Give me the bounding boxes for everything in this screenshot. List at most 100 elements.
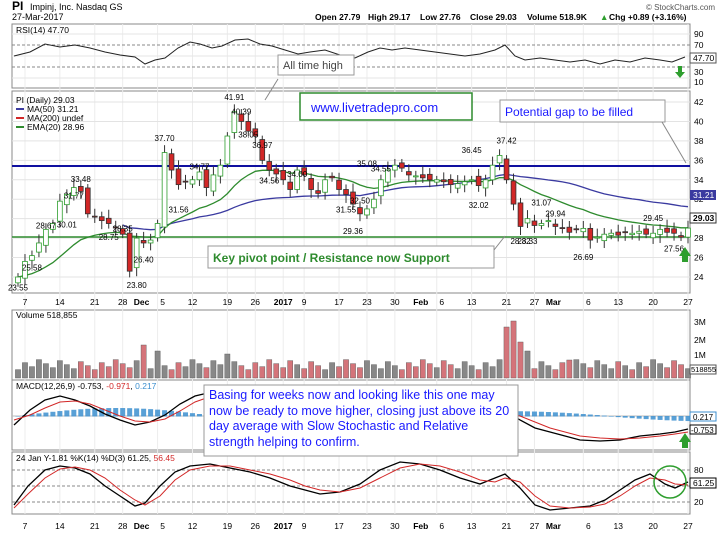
candle-body (133, 237, 140, 269)
volume-bar (538, 361, 545, 379)
macd-hist-bar (601, 415, 607, 417)
candle-body (636, 230, 642, 234)
ma50-value: 31.21 (693, 190, 715, 200)
candle-body (489, 164, 496, 181)
macd-value-box (689, 424, 717, 435)
x-tick-label: 2017 (274, 297, 293, 307)
price-annotation: 29.36 (343, 227, 364, 236)
price-annotation: 28.32 (510, 237, 531, 246)
volume-bar (496, 359, 503, 379)
stoch-k-line (13, 461, 689, 511)
volume-bar (517, 341, 524, 379)
close-value: Close 29.03 (470, 12, 517, 22)
volume-bar (252, 362, 259, 379)
x-tick-label: Mar (546, 297, 562, 307)
candle-body (406, 171, 412, 176)
macd-hist-bar (127, 408, 133, 417)
volume-bar (601, 364, 608, 379)
x-tick-label: 17 (334, 521, 344, 531)
price-annotation: 36.45 (462, 146, 483, 155)
volume-bar (50, 367, 56, 379)
gap-callout (499, 99, 666, 123)
volume-bar (168, 369, 175, 379)
candle-body (510, 180, 517, 205)
candle-body (154, 223, 161, 239)
volume-bar (91, 369, 98, 379)
x-tick-label: 5 (160, 521, 165, 531)
price-annotation: 37.70 (155, 134, 176, 143)
macd-hist-bar (169, 410, 175, 417)
volume-bar (266, 359, 273, 379)
macd-hist-bar (629, 416, 635, 419)
x-tick-label: 9 (302, 521, 307, 531)
site-box (299, 92, 473, 121)
candle-body (98, 216, 105, 222)
candle-body (559, 227, 566, 230)
macd-hist-bar (113, 408, 119, 417)
low-value: Low 27.76 (420, 12, 461, 22)
candle-body (224, 135, 231, 165)
price-annotation: 32.50 (350, 196, 371, 205)
volume-bar (322, 369, 328, 379)
volume-bar (580, 363, 587, 379)
candle-body (566, 226, 573, 233)
candle-body (517, 202, 524, 227)
candle-body (57, 200, 63, 222)
candle-body (140, 240, 147, 244)
volume-tick: 3M (694, 317, 706, 327)
volume-bar (329, 362, 335, 379)
price-tick: 24 (694, 272, 704, 282)
x-tick-label: Dec (134, 521, 150, 531)
price-annotation: 36.97 (252, 141, 273, 150)
macd-hist-bar (22, 415, 28, 417)
macd-hist-bar (106, 408, 112, 417)
macd-hist-bar (141, 408, 147, 417)
volume-bar (301, 368, 307, 379)
macd-hist-bar (559, 412, 565, 417)
candle-body (545, 220, 552, 223)
x-tick-label: 21 (90, 297, 100, 307)
volume-bar (573, 359, 580, 379)
candle-body (440, 179, 447, 183)
price-annotation: 26.40 (134, 256, 155, 265)
macd-hist-bar (134, 408, 140, 417)
volume-bar (622, 365, 628, 379)
candle-body (189, 179, 196, 185)
macd-hist-bar (183, 412, 188, 417)
macd-hist-bar (196, 413, 202, 417)
volume-bar (643, 366, 649, 379)
candle-body (168, 153, 175, 171)
candle-body (266, 161, 273, 171)
candle-body (231, 111, 238, 133)
x-tick-label: 7 (23, 297, 28, 307)
x-tick-label: 6 (586, 521, 591, 531)
stoch-tick: 80 (694, 465, 704, 475)
macd-hist-bar (580, 414, 586, 417)
price-legend-title: PI (Daily) 29.03 (16, 95, 75, 105)
ma50-value-box (690, 190, 716, 200)
volume-bar (238, 365, 245, 379)
candle-body (147, 239, 154, 244)
candle-body (433, 179, 440, 183)
stoch-value: 61.25 (693, 478, 715, 488)
price-arrow-icon (679, 247, 691, 262)
volume-bar (196, 363, 203, 379)
candle-body (22, 261, 28, 279)
stoch-highlight-circle (653, 465, 687, 499)
volume-axis: 3M 2M 1M (694, 317, 706, 360)
change-arrow: ▲ (600, 12, 608, 22)
volume-bar (43, 363, 49, 379)
candle-body (217, 164, 224, 177)
price-tick: 40 (694, 116, 704, 126)
price-annotation: 31.55 (336, 206, 357, 215)
x-tick-label: 13 (613, 297, 623, 307)
candle-body (419, 174, 426, 179)
macd-hist-bar (678, 416, 684, 421)
price-annotation: 25.58 (22, 264, 43, 273)
macd-hist-bar (657, 416, 663, 420)
pivot-callout-pointer (493, 235, 506, 251)
volume-bar (231, 361, 238, 379)
volume-bar (182, 366, 189, 379)
x-tick-label: 13 (613, 521, 623, 531)
volume-bar (615, 361, 622, 379)
